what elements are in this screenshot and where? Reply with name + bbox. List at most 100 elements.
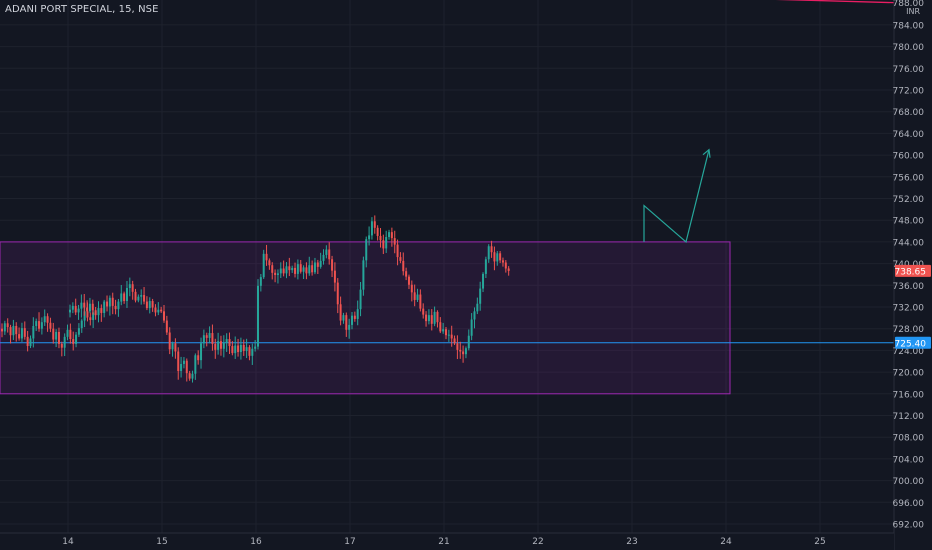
candle-body xyxy=(296,264,299,274)
candle-body xyxy=(259,277,262,286)
candle-body xyxy=(464,348,467,355)
candle-body xyxy=(200,343,203,361)
candle-body xyxy=(52,328,55,340)
candle-body xyxy=(205,335,208,338)
projection-arrowhead[interactable] xyxy=(702,148,711,158)
candle-body xyxy=(245,347,248,351)
price-tick-label: 716.00 xyxy=(893,390,925,400)
candle-body xyxy=(32,325,35,339)
price-tick-label: 780.00 xyxy=(893,43,925,53)
candle-body xyxy=(410,284,413,293)
candle-body xyxy=(507,268,510,271)
candle-body xyxy=(422,308,425,315)
candle-body xyxy=(137,296,140,301)
price-tick-label: 756.00 xyxy=(893,173,925,183)
price-tick-label: 764.00 xyxy=(893,130,925,140)
candle-body xyxy=(416,294,419,300)
candle-body xyxy=(476,303,479,312)
time-tick-label: 17 xyxy=(344,537,355,547)
projection-path[interactable] xyxy=(643,149,710,243)
candle-body xyxy=(114,305,117,310)
candle-body xyxy=(353,315,356,319)
candle-body xyxy=(388,232,391,238)
candle-body xyxy=(473,311,476,320)
candle-body xyxy=(165,320,168,333)
candle-body xyxy=(482,273,485,289)
price-tick-label: 724.00 xyxy=(893,347,925,357)
rectangle-zone[interactable] xyxy=(0,241,731,395)
price-tick-label: 704.00 xyxy=(893,455,925,465)
candle-body xyxy=(439,322,442,332)
candle-body xyxy=(265,253,268,261)
price-tick-label: 748.00 xyxy=(893,217,925,227)
candle-body xyxy=(228,339,231,347)
candle-body xyxy=(12,325,15,336)
candle-body xyxy=(20,328,23,339)
candle-body xyxy=(501,260,504,263)
candle-body xyxy=(23,328,26,337)
candle-body xyxy=(60,343,63,348)
candle-body xyxy=(445,329,447,336)
price-tick-label: 760.00 xyxy=(893,152,925,162)
candle-body xyxy=(77,308,80,313)
candle-body xyxy=(43,316,46,323)
candle-body xyxy=(128,284,131,289)
candle-body xyxy=(345,315,348,330)
price-tick-label: 720.00 xyxy=(893,369,925,379)
candle-body xyxy=(75,334,78,344)
candle-body xyxy=(351,315,353,325)
candle-body xyxy=(285,266,288,274)
price-tick-label: 708.00 xyxy=(893,434,925,444)
candle-body xyxy=(202,335,205,344)
candle-body xyxy=(313,262,316,273)
price-tick-label: 728.00 xyxy=(893,325,925,335)
symbol-title: ADANI PORT SPECIAL, 15, NSE xyxy=(5,4,159,15)
candle-body xyxy=(219,341,222,349)
candle-body xyxy=(225,339,228,343)
candle-body xyxy=(319,260,322,267)
candle-body xyxy=(211,333,214,344)
candle-body xyxy=(402,260,405,272)
drawing-tools[interactable] xyxy=(622,0,895,243)
candle-body xyxy=(308,265,311,274)
candle-body xyxy=(484,259,487,274)
candle-body xyxy=(336,282,339,305)
candle-body xyxy=(134,291,137,301)
candle-body xyxy=(339,304,342,321)
trend-line[interactable] xyxy=(622,0,895,4)
candle-body xyxy=(453,338,456,344)
candle-body xyxy=(182,360,185,364)
candle-body xyxy=(100,308,103,313)
candle-body xyxy=(55,331,58,340)
candle-body xyxy=(262,253,265,278)
price-tick-label: 700.00 xyxy=(893,477,925,487)
price-tick-label: 696.00 xyxy=(893,499,925,509)
candle-body xyxy=(29,338,32,347)
time-tick-label: 22 xyxy=(532,537,543,547)
candle-body xyxy=(302,267,305,272)
candle-body xyxy=(145,301,148,309)
candle-body xyxy=(399,257,402,261)
candle-body xyxy=(257,285,259,347)
candle-body xyxy=(450,334,453,339)
candle-body xyxy=(325,249,328,255)
candle-body xyxy=(91,303,94,311)
price-range-zone[interactable] xyxy=(0,241,731,395)
candle-body xyxy=(231,346,234,354)
candle-body xyxy=(370,221,373,236)
candle-body xyxy=(35,321,38,326)
candle-body xyxy=(365,239,368,261)
candle-body xyxy=(191,373,194,379)
candle-body xyxy=(239,344,242,353)
candle-body xyxy=(328,249,331,260)
candle-body xyxy=(242,344,245,351)
candle-body xyxy=(316,262,319,267)
candle-body xyxy=(125,288,128,302)
candle-body xyxy=(88,303,91,312)
candle-body xyxy=(479,288,482,304)
time-tick-label: 24 xyxy=(720,537,732,547)
candle-body xyxy=(49,322,52,329)
candle-body xyxy=(63,336,66,348)
